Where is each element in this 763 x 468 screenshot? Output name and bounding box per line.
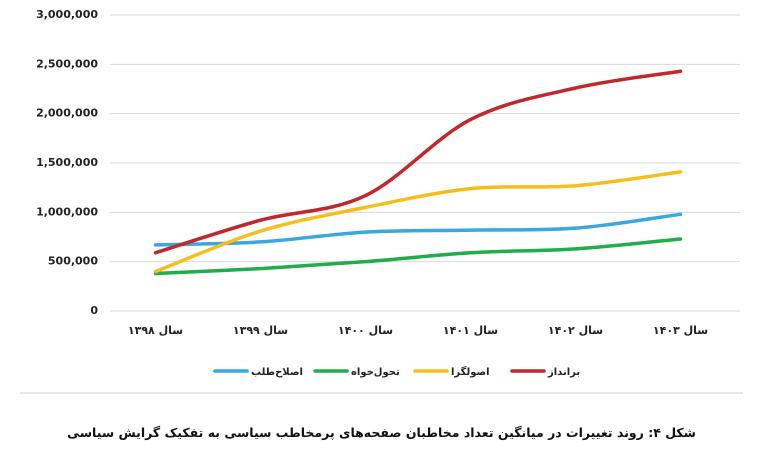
chart: 0 500,000 1,000,000 1,500,000 2,000,000 2,500… bbox=[20, 8, 743, 394]
legend-label: برانداز bbox=[547, 367, 580, 378]
x-tick-label: سال ۱۴۰۱ bbox=[443, 324, 498, 337]
legend-label: تحول‌خواه bbox=[351, 367, 400, 378]
y-tick-label: 1,500,000 bbox=[36, 156, 98, 169]
y-tick-label: 1,000,000 bbox=[36, 205, 98, 218]
caption: شکل ۴: روند تغییرات در میانگین تعداد مخا… bbox=[67, 425, 696, 440]
series-line bbox=[153, 237, 683, 276]
legend-label: اصولگرا bbox=[451, 365, 490, 378]
x-tick-label: سال ۱۴۰۳ bbox=[653, 324, 708, 337]
y-tick-label: 0 bbox=[90, 304, 98, 317]
series-line bbox=[153, 212, 683, 247]
series-line bbox=[153, 69, 683, 255]
x-tick-label: سال ۱۴۰۰ bbox=[338, 324, 393, 337]
y-tick-label: 500,000 bbox=[48, 255, 98, 268]
legend-label: اصلاح‌طلب bbox=[251, 367, 303, 378]
x-tick-label: سال ۱۴۰۲ bbox=[548, 324, 603, 337]
x-tick-label: سال ۱۳۹۸ bbox=[128, 324, 183, 337]
y-tick-label: 2,500,000 bbox=[36, 57, 98, 70]
x-tick-label: سال ۱۳۹۹ bbox=[233, 324, 288, 337]
y-tick-label: 2,000,000 bbox=[36, 107, 98, 120]
y-tick-label: 3,000,000 bbox=[36, 8, 98, 21]
series-line bbox=[153, 170, 683, 274]
